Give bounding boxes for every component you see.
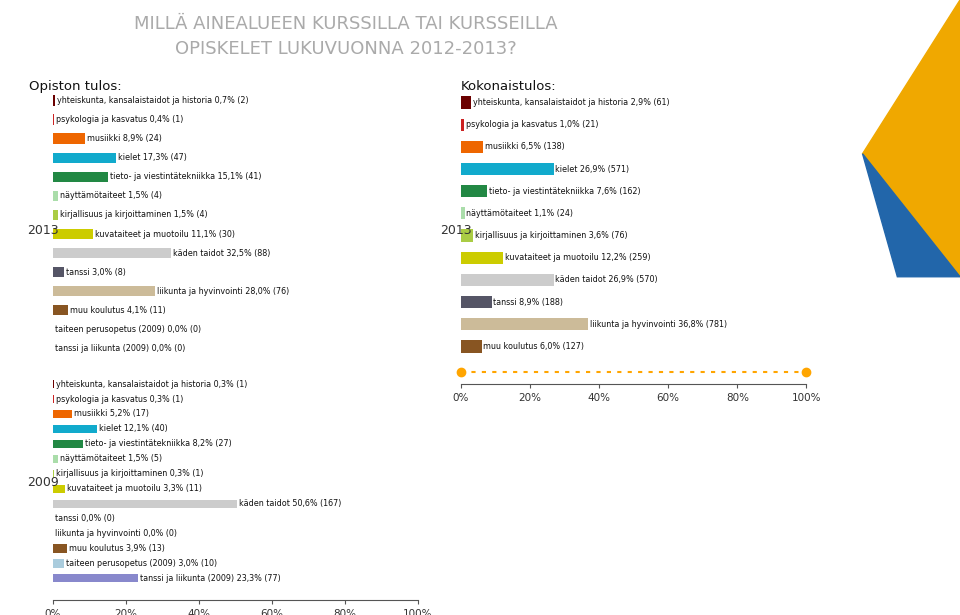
Bar xyxy=(53,380,54,388)
Bar xyxy=(53,305,68,315)
Text: 2013: 2013 xyxy=(440,224,471,237)
Bar xyxy=(53,470,54,478)
Bar xyxy=(461,119,465,131)
Bar xyxy=(461,340,482,352)
Text: näyttämötaiteet 1,1% (24): näyttämötaiteet 1,1% (24) xyxy=(467,209,573,218)
Bar xyxy=(53,425,97,433)
Text: psykologia ja kasvatus 0,4% (1): psykologia ja kasvatus 0,4% (1) xyxy=(56,115,183,124)
Text: Kokonaistulos:: Kokonaistulos: xyxy=(461,80,557,93)
Bar xyxy=(53,410,72,418)
Bar xyxy=(461,141,483,153)
Bar xyxy=(461,185,487,197)
Text: tanssi 3,0% (8): tanssi 3,0% (8) xyxy=(65,268,126,277)
Text: OPISKELET LUKUVUONNA 2012-2013?: OPISKELET LUKUVUONNA 2012-2013? xyxy=(175,40,516,58)
Bar xyxy=(53,440,83,448)
Text: kirjallisuus ja kirjoittaminen 0,3% (1): kirjallisuus ja kirjoittaminen 0,3% (1) xyxy=(56,469,204,478)
Text: psykologia ja kasvatus 1,0% (21): psykologia ja kasvatus 1,0% (21) xyxy=(466,120,598,129)
Bar xyxy=(53,133,85,144)
Text: kielet 12,1% (40): kielet 12,1% (40) xyxy=(99,424,167,434)
Text: yhteiskunta, kansalaistaidot ja historia 0,7% (2): yhteiskunta, kansalaistaidot ja historia… xyxy=(58,96,249,105)
Bar xyxy=(53,95,56,106)
Bar xyxy=(53,114,55,125)
Text: tieto- ja viestintätekniikka 7,6% (162): tieto- ja viestintätekniikka 7,6% (162) xyxy=(489,187,640,196)
Bar xyxy=(53,485,65,493)
Polygon shape xyxy=(862,154,960,277)
Text: muu koulutus 6,0% (127): muu koulutus 6,0% (127) xyxy=(483,342,585,351)
Text: kuvataiteet ja muotoilu 3,3% (11): kuvataiteet ja muotoilu 3,3% (11) xyxy=(66,484,202,493)
Text: näyttämötaiteet 1,5% (5): näyttämötaiteet 1,5% (5) xyxy=(60,454,162,463)
Text: kirjallisuus ja kirjoittaminen 1,5% (4): kirjallisuus ja kirjoittaminen 1,5% (4) xyxy=(60,210,207,220)
Text: taiteen perusopetus (2009) 3,0% (10): taiteen perusopetus (2009) 3,0% (10) xyxy=(65,559,217,568)
Text: kielet 26,9% (571): kielet 26,9% (571) xyxy=(556,165,630,173)
Text: musiikki 8,9% (24): musiikki 8,9% (24) xyxy=(87,134,162,143)
Bar xyxy=(461,97,470,109)
Bar xyxy=(53,454,59,463)
Text: kuvataiteet ja muotoilu 11,1% (30): kuvataiteet ja muotoilu 11,1% (30) xyxy=(95,229,235,239)
Text: tieto- ja viestintätekniikka 8,2% (27): tieto- ja viestintätekniikka 8,2% (27) xyxy=(84,439,231,448)
Text: käden taidot 26,9% (570): käden taidot 26,9% (570) xyxy=(556,276,659,284)
Text: tanssi 0,0% (0): tanssi 0,0% (0) xyxy=(55,514,114,523)
Text: liikunta ja hyvinvointi 28,0% (76): liikunta ja hyvinvointi 28,0% (76) xyxy=(156,287,289,296)
Text: näyttämötaiteet 1,5% (4): näyttämötaiteet 1,5% (4) xyxy=(60,191,162,200)
Bar xyxy=(53,248,172,258)
Bar xyxy=(461,296,492,308)
Polygon shape xyxy=(862,0,960,277)
Bar xyxy=(461,274,554,286)
Bar xyxy=(53,544,67,553)
Text: kirjallisuus ja kirjoittaminen 3,6% (76): kirjallisuus ja kirjoittaminen 3,6% (76) xyxy=(475,231,628,240)
Bar xyxy=(461,252,503,264)
Text: muu koulutus 3,9% (13): muu koulutus 3,9% (13) xyxy=(69,544,165,553)
Text: tanssi ja liikunta (2009) 23,3% (77): tanssi ja liikunta (2009) 23,3% (77) xyxy=(139,574,280,583)
Text: käden taidot 32,5% (88): käden taidot 32,5% (88) xyxy=(173,248,271,258)
Text: tanssi 8,9% (188): tanssi 8,9% (188) xyxy=(493,298,564,307)
Text: psykologia ja kasvatus 0,3% (1): psykologia ja kasvatus 0,3% (1) xyxy=(56,395,183,403)
Bar xyxy=(461,163,554,175)
Bar xyxy=(53,191,59,201)
Bar xyxy=(53,267,63,277)
Text: MILLÄ AINEALUEEN KURSSILLA TAI KURSSEILLA: MILLÄ AINEALUEEN KURSSILLA TAI KURSSEILL… xyxy=(133,15,558,33)
Text: 2009: 2009 xyxy=(27,476,59,490)
Bar xyxy=(53,574,138,582)
Bar xyxy=(53,395,54,403)
Bar xyxy=(53,499,237,508)
Text: käden taidot 50,6% (167): käden taidot 50,6% (167) xyxy=(239,499,342,508)
Text: yhteiskunta, kansalaistaidot ja historia 2,9% (61): yhteiskunta, kansalaistaidot ja historia… xyxy=(472,98,669,107)
Bar xyxy=(53,286,155,296)
Text: 2013: 2013 xyxy=(27,224,59,237)
Bar xyxy=(461,207,465,220)
Text: TIEDOSTA MENESTYS: TIEDOSTA MENESTYS xyxy=(853,550,927,557)
Bar xyxy=(53,172,108,182)
Text: INNOLINK: INNOLINK xyxy=(856,498,924,511)
Text: muu koulutus 4,1% (11): muu koulutus 4,1% (11) xyxy=(69,306,165,315)
Text: kuvataiteet ja muotoilu 12,2% (259): kuvataiteet ja muotoilu 12,2% (259) xyxy=(505,253,650,262)
Bar xyxy=(461,318,588,330)
Text: tanssi ja liikunta (2009) 0,0% (0): tanssi ja liikunta (2009) 0,0% (0) xyxy=(55,344,185,353)
Text: Opiston tulos:: Opiston tulos: xyxy=(29,80,121,93)
Text: taiteen perusopetus (2009) 0,0% (0): taiteen perusopetus (2009) 0,0% (0) xyxy=(55,325,201,334)
Text: yhteiskunta, kansalaistaidot ja historia 0,3% (1): yhteiskunta, kansalaistaidot ja historia… xyxy=(56,379,247,389)
Bar xyxy=(53,229,93,239)
Text: liikunta ja hyvinvointi 36,8% (781): liikunta ja hyvinvointi 36,8% (781) xyxy=(589,320,727,329)
Text: musiikki 5,2% (17): musiikki 5,2% (17) xyxy=(74,410,149,418)
Bar xyxy=(53,210,59,220)
Text: liikunta ja hyvinvointi 0,0% (0): liikunta ja hyvinvointi 0,0% (0) xyxy=(55,529,177,538)
Bar xyxy=(461,229,473,242)
Text: tieto- ja viestintätekniikka 15,1% (41): tieto- ja viestintätekniikka 15,1% (41) xyxy=(109,172,261,181)
Text: musiikki 6,5% (138): musiikki 6,5% (138) xyxy=(485,142,564,151)
Text: kielet 17,3% (47): kielet 17,3% (47) xyxy=(118,153,186,162)
Bar xyxy=(53,559,63,568)
Bar xyxy=(53,153,116,163)
